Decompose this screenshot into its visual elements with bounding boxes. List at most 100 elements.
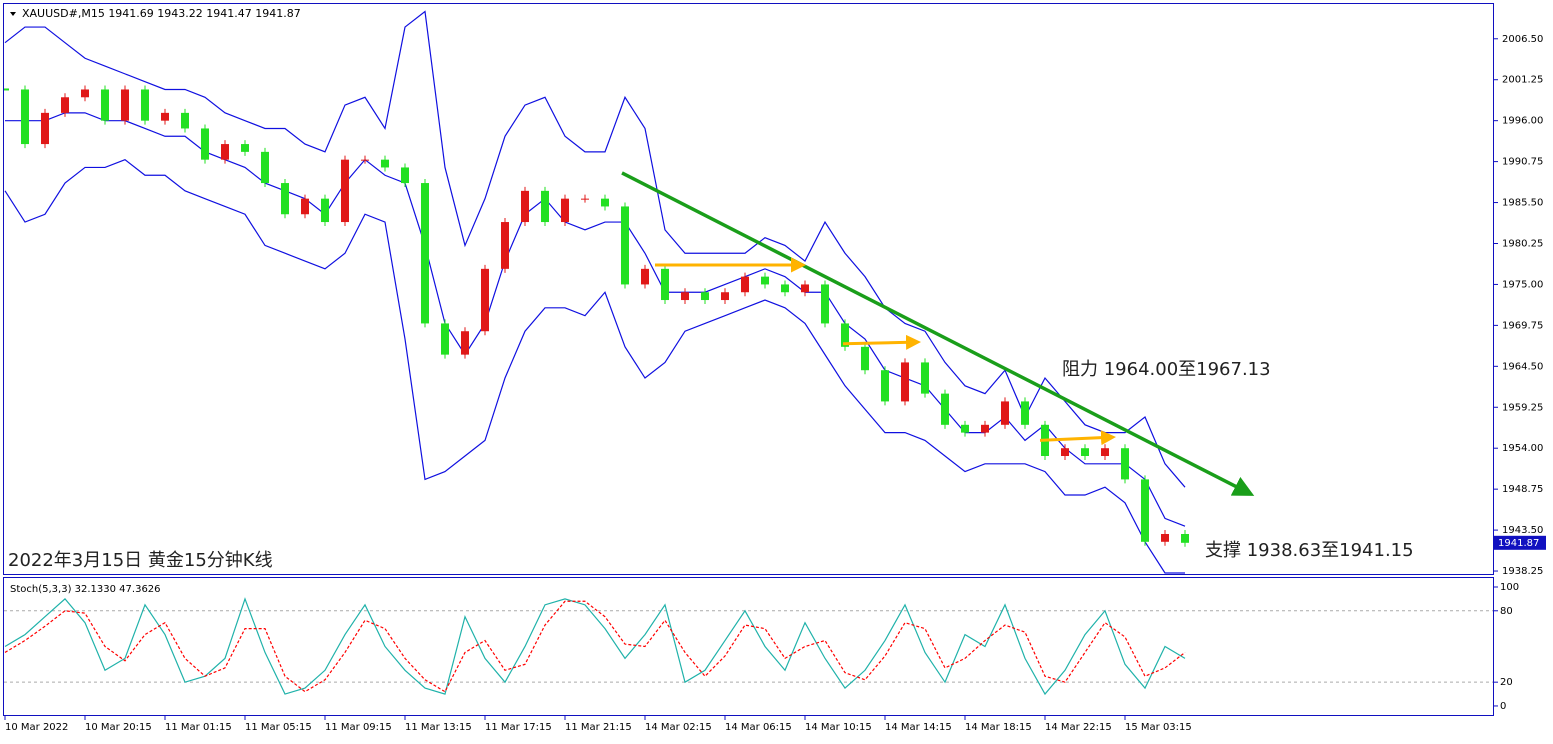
y-tick-label: 1985.50 [1502, 198, 1543, 209]
stoch-title: Stoch(5,3,3) 32.1330 47.3626 [10, 584, 161, 595]
candle-body [621, 206, 629, 285]
candle-body [1021, 401, 1029, 425]
candle-body [921, 362, 929, 394]
y-tick-label: 2006.50 [1502, 34, 1543, 45]
annotation: 支撑 1938.63至1941.15 [1205, 540, 1414, 561]
annotation: 阻力 1964.00至1967.13 [1062, 359, 1271, 380]
x-tick-label: 14 Mar 18:15 [965, 722, 1032, 733]
x-tick-label: 11 Mar 05:15 [245, 722, 312, 733]
stoch-line [4, 597, 1186, 696]
x-tick-label: 11 Mar 09:15 [325, 722, 392, 733]
x-tick-label: 14 Mar 06:15 [725, 722, 792, 733]
candle-body [1141, 479, 1149, 542]
candle-body [1101, 448, 1109, 457]
candle-body [561, 198, 569, 223]
candle-body [61, 97, 69, 113]
trend-line [621, 171, 1255, 496]
candle-body [741, 276, 749, 293]
candle-body [101, 89, 109, 121]
candle-body [161, 112, 169, 121]
candle-body [441, 323, 449, 355]
candle-body [801, 284, 809, 293]
candle-body [281, 183, 289, 215]
candle-body [361, 159, 369, 161]
stoch-frame [3, 577, 1494, 716]
x-tick-label: 14 Mar 10:15 [805, 722, 872, 733]
candle-body [181, 112, 189, 129]
level-arrow [1039, 430, 1116, 446]
last-price-box [1494, 535, 1546, 550]
y-tick-label: 1964.50 [1502, 361, 1543, 372]
bollinger-band [4, 10, 1186, 488]
y-tick-label: 0 [1500, 701, 1506, 712]
candle-body [121, 89, 129, 121]
x-tick-label: 11 Mar 17:15 [485, 722, 552, 733]
level-arrow [842, 334, 921, 350]
chart-title: XAUUSD#,M15 1941.69 1943.22 1941.47 1941… [22, 7, 301, 20]
y-tick-label: 20 [1500, 677, 1513, 688]
candle-body [1061, 448, 1069, 457]
x-tick-label: 14 Mar 14:15 [885, 722, 952, 733]
candle-body [781, 284, 789, 293]
candle-body [981, 424, 989, 433]
y-tick-label: 1969.75 [1502, 320, 1543, 331]
candle-body [241, 144, 249, 152]
candle-body [761, 276, 769, 285]
x-tick-label: 11 Mar 13:15 [405, 722, 472, 733]
y-tick-label: 1996.00 [1502, 116, 1543, 127]
candle-body [401, 167, 409, 184]
y-tick-label: 80 [1500, 606, 1513, 617]
candle-body [481, 268, 489, 332]
candle-body [1081, 448, 1089, 457]
candle-body [21, 89, 29, 145]
candle-body [601, 198, 609, 207]
subtitle: 2022年3月15日 黄金15分钟K线 [8, 550, 273, 571]
candle-body [941, 393, 949, 425]
candle-body [301, 198, 309, 215]
y-tick-label: 1980.25 [1502, 238, 1543, 249]
y-tick-label: 1959.25 [1502, 402, 1543, 413]
candle-body [1001, 401, 1009, 425]
y-tick-label: 100 [1500, 582, 1519, 593]
candle-body [381, 159, 389, 168]
y-tick-label: 1990.75 [1502, 157, 1543, 168]
candle-body [701, 292, 709, 301]
candle-body [541, 190, 549, 223]
overlay: 2006.50 2001.25 1996.00 1990.75 1985.50 1980.… [4, 34, 1546, 733]
candle-body [581, 198, 589, 200]
x-tick-label: 14 Mar 22:15 [1045, 722, 1112, 733]
price-pane [4, 10, 1255, 574]
y-tick-label: 1954.00 [1502, 443, 1543, 454]
bollinger-band [4, 158, 1185, 574]
candle-body [421, 183, 429, 324]
candle-body [901, 362, 909, 402]
main-frame [3, 3, 1494, 575]
candle-body [41, 112, 49, 145]
y-tick-label: 1948.75 [1502, 484, 1543, 495]
stoch-line [4, 600, 1186, 693]
candle-body [1181, 533, 1189, 543]
candle-body [641, 268, 649, 285]
x-tick-label: 14 Mar 02:15 [645, 722, 712, 733]
candle-body [821, 284, 829, 324]
y-tick-label: 1943.50 [1502, 525, 1543, 536]
candle-body [861, 346, 869, 371]
candle-body [201, 128, 209, 160]
candle-body [881, 370, 889, 402]
candle-body [681, 292, 689, 301]
x-tick-label: 15 Mar 03:15 [1125, 722, 1192, 733]
candle-body [961, 424, 969, 433]
candle-body [321, 198, 329, 223]
candle-body [721, 292, 729, 301]
candle-body [1161, 533, 1169, 542]
x-tick-label: 11 Mar 21:15 [565, 722, 632, 733]
candle-body [81, 89, 89, 98]
x-tick-label: 10 Mar 2022 [5, 722, 68, 733]
candle-body [261, 151, 269, 184]
stoch-pane [4, 597, 1493, 696]
candle-body [501, 222, 509, 269]
y-tick-label: 1975.00 [1502, 279, 1543, 290]
candle-body [1121, 448, 1129, 480]
candle-body [461, 331, 469, 355]
